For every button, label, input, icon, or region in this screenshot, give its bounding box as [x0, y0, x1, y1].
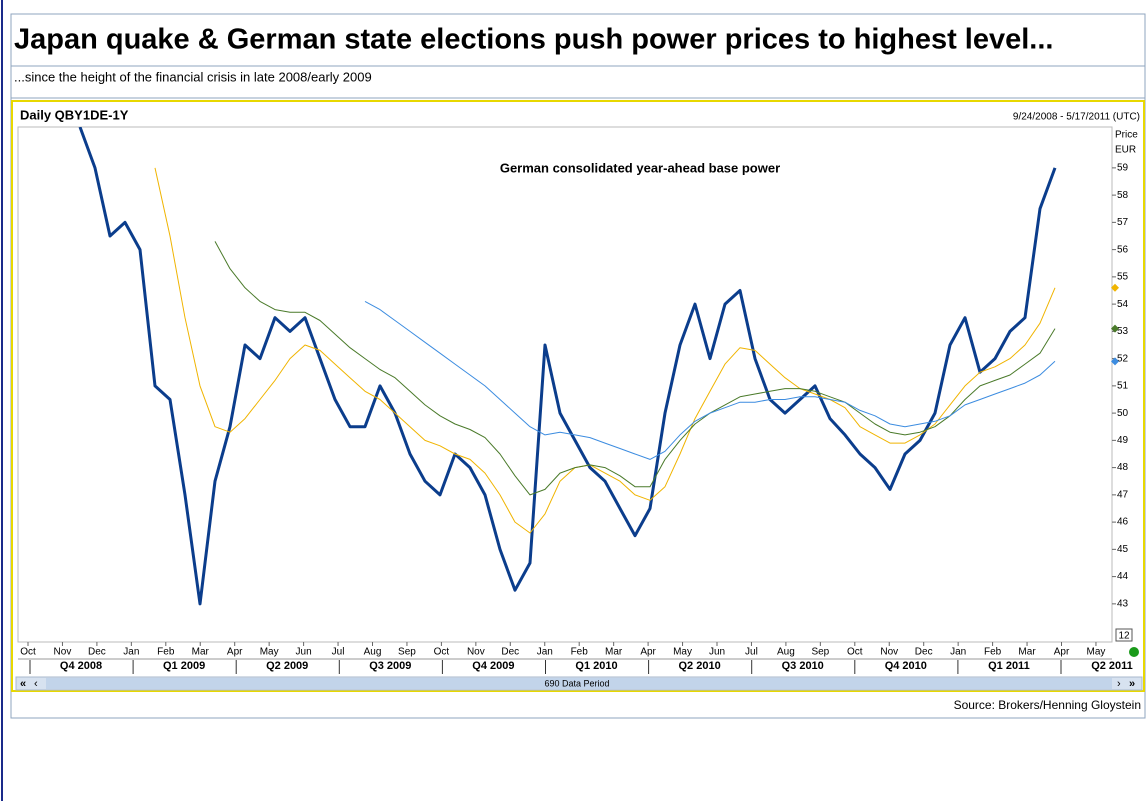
zoom-box[interactable]: [1115, 628, 1133, 642]
x-tick-label: Jun: [296, 647, 312, 658]
y-tick-label: 45: [1117, 544, 1129, 555]
status-dot: [1129, 647, 1139, 657]
x-tick-label: Sep: [398, 647, 416, 658]
scroll-left[interactable]: ‹: [34, 678, 38, 690]
x-tick-label: Apr: [227, 647, 243, 658]
annotation: German consolidated year-ahead base powe…: [500, 160, 780, 175]
series-line: [154, 167, 1056, 534]
quarter-label: Q4 2008: [60, 660, 102, 672]
x-tick-label: Jun: [709, 647, 725, 658]
y-tick-label: 55: [1117, 272, 1129, 283]
x-tick-label: Mar: [1018, 647, 1036, 658]
last-value-marker: [1111, 357, 1119, 366]
x-tick-label: Oct: [847, 647, 863, 658]
quarter-label: Q4 2009: [472, 660, 514, 672]
x-tick-label: Jan: [537, 647, 553, 658]
y-tick-label: 56: [1117, 244, 1129, 255]
y-tick-label: 50: [1117, 408, 1129, 419]
x-tick-label: Oct: [20, 647, 36, 658]
series-line: [78, 127, 1057, 606]
x-tick-label: Jul: [745, 647, 758, 658]
x-tick-label: Jan: [950, 647, 966, 658]
x-tick-label: Nov: [54, 647, 72, 658]
subtitle: ...since the height of the financial cri…: [14, 69, 372, 84]
series-line: [214, 241, 1056, 496]
scroll-end[interactable]: »: [1129, 678, 1135, 690]
quarter-label: Q2 2010: [678, 660, 720, 672]
y-tick-label: 47: [1117, 489, 1129, 500]
quarter-label: Q1 2011: [988, 660, 1030, 672]
y-tick-label: 44: [1117, 571, 1129, 582]
y-tick-label: 57: [1117, 217, 1129, 228]
scrollbar-text: 690 Data Period: [544, 678, 609, 688]
last-value-marker: [1111, 324, 1119, 333]
y-axis-label: Price: [1115, 130, 1138, 141]
y-tick-label: 49: [1117, 435, 1129, 446]
last-value-marker: [1111, 283, 1119, 292]
x-tick-label: Nov: [880, 647, 898, 658]
x-tick-label: Feb: [571, 647, 589, 658]
title: Japan quake & German state elections pus…: [14, 24, 1053, 56]
x-tick-label: Apr: [640, 647, 656, 658]
y-tick-label: 58: [1117, 190, 1129, 201]
y-tick-label: 54: [1117, 299, 1129, 310]
source: Source: Brokers/Henning Gloystein: [954, 698, 1141, 712]
scroll-right[interactable]: ›: [1117, 678, 1121, 690]
x-tick-label: Dec: [88, 647, 106, 658]
quarter-label: Q3 2010: [782, 660, 824, 672]
scrollbar-thumb[interactable]: [46, 678, 1112, 689]
x-tick-label: Oct: [434, 647, 450, 658]
plot-lines: [78, 127, 1057, 606]
quarter-label: Q2 2011: [1091, 660, 1133, 672]
y-tick-label: 59: [1117, 163, 1129, 174]
x-tick-label: Apr: [1054, 647, 1070, 658]
quarter-label: Q2 2009: [266, 660, 308, 672]
x-tick-label: Nov: [467, 647, 485, 658]
x-tick-label: Sep: [811, 647, 829, 658]
x-tick-label: Jul: [332, 647, 345, 658]
y-tick-label: 43: [1117, 598, 1129, 609]
quarter-label: Q4 2010: [885, 660, 927, 672]
x-tick-label: May: [1086, 647, 1105, 658]
zoom-label: 12: [1118, 631, 1130, 642]
chart-frame: [11, 100, 1145, 692]
quarter-label: Q3 2009: [369, 660, 411, 672]
series-line: [364, 300, 1056, 460]
x-tick-label: Dec: [915, 647, 933, 658]
y-tick-label: 52: [1117, 353, 1129, 364]
date-range: 9/24/2008 - 5/17/2011 (UTC): [1013, 112, 1140, 123]
x-tick-label: Jan: [123, 647, 139, 658]
x-tick-label: Aug: [777, 647, 795, 658]
x-tick-label: Aug: [364, 647, 382, 658]
y-tick-label: 51: [1117, 381, 1129, 392]
x-tick-label: Feb: [157, 647, 175, 658]
chart-label: Daily QBY1DE-1Y: [20, 107, 129, 122]
x-tick-label: Mar: [605, 647, 623, 658]
y-tick-label: 46: [1117, 517, 1129, 528]
quarter-label: Q1 2009: [163, 660, 205, 672]
plot-area: [17, 126, 1113, 643]
x-tick-label: May: [673, 647, 692, 658]
x-tick-label: May: [260, 647, 279, 658]
y-axis-unit: EUR: [1115, 145, 1136, 156]
x-tick-label: Dec: [501, 647, 519, 658]
x-tick-label: Feb: [984, 647, 1002, 658]
x-tick-label: Mar: [192, 647, 210, 658]
y-tick-label: 48: [1117, 462, 1129, 473]
y-tick-label: 53: [1117, 326, 1129, 337]
scroll-start[interactable]: «: [20, 678, 26, 690]
quarter-label: Q1 2010: [575, 660, 617, 672]
